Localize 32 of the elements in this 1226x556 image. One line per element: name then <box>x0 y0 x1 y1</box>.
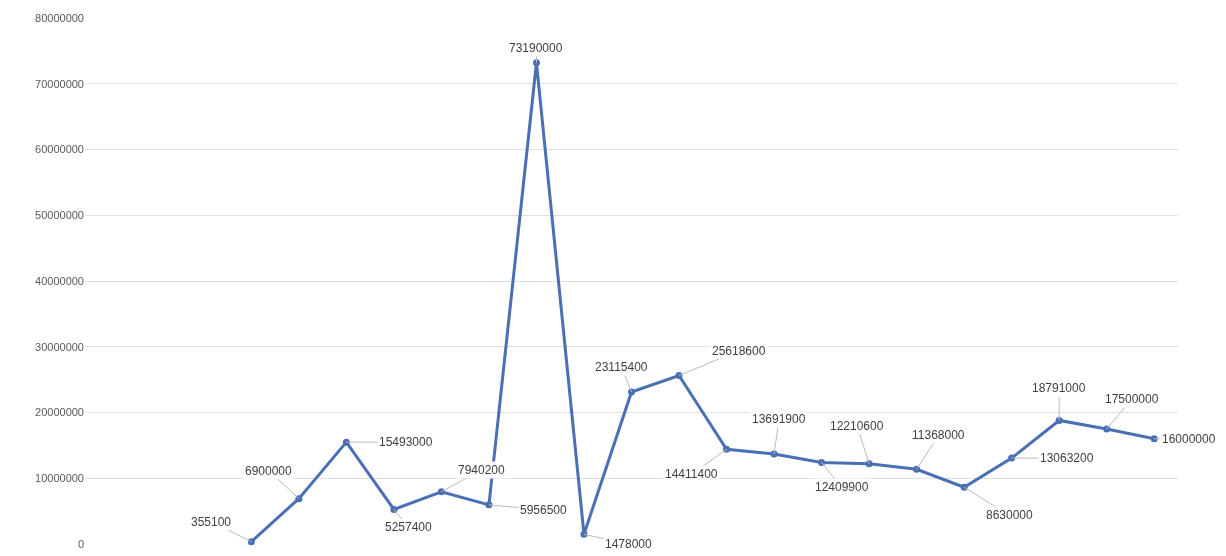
data-label: 5257400 <box>385 520 433 534</box>
data-label: 13063200 <box>1040 451 1094 465</box>
point <box>580 530 588 538</box>
y-tick-label: 0 <box>77 537 84 550</box>
y-tick-label: 50000000 <box>35 209 84 222</box>
data-label: 7940200 <box>458 463 506 477</box>
data-label: 355100 <box>191 515 232 529</box>
y-tick-label: 70000000 <box>35 77 84 90</box>
data-label: 23115400 <box>595 360 648 374</box>
point <box>1055 416 1063 424</box>
data-label: 25618600 <box>712 344 766 358</box>
data-label: 8630000 <box>986 508 1034 522</box>
data-label: 16000000 <box>1162 432 1216 446</box>
data-label: 5956500 <box>520 503 568 517</box>
data-label: 6900000 <box>245 464 293 478</box>
data-label: 12409900 <box>815 480 869 494</box>
data-label: 17500000 <box>1105 392 1159 406</box>
data-label: 15493000 <box>379 435 433 449</box>
y-tick-label: 10000000 <box>35 472 84 485</box>
y-tick-label: 30000000 <box>35 340 84 353</box>
data-label: 18791000 <box>1032 381 1086 395</box>
data-label: 13691900 <box>752 412 806 426</box>
data-label: 73190000 <box>509 41 563 55</box>
y-tick-label: 20000000 <box>35 406 84 419</box>
y-tick-label: 40000000 <box>35 274 84 287</box>
data-label: 11368000 <box>912 428 965 442</box>
point <box>247 538 255 546</box>
data-label: 14411400 <box>665 467 718 481</box>
y-tick-label: 80000000 <box>35 11 84 24</box>
data-label: 12210600 <box>830 419 884 433</box>
y-tick-label: 60000000 <box>35 143 84 156</box>
data-label: 1478000 <box>605 537 653 551</box>
